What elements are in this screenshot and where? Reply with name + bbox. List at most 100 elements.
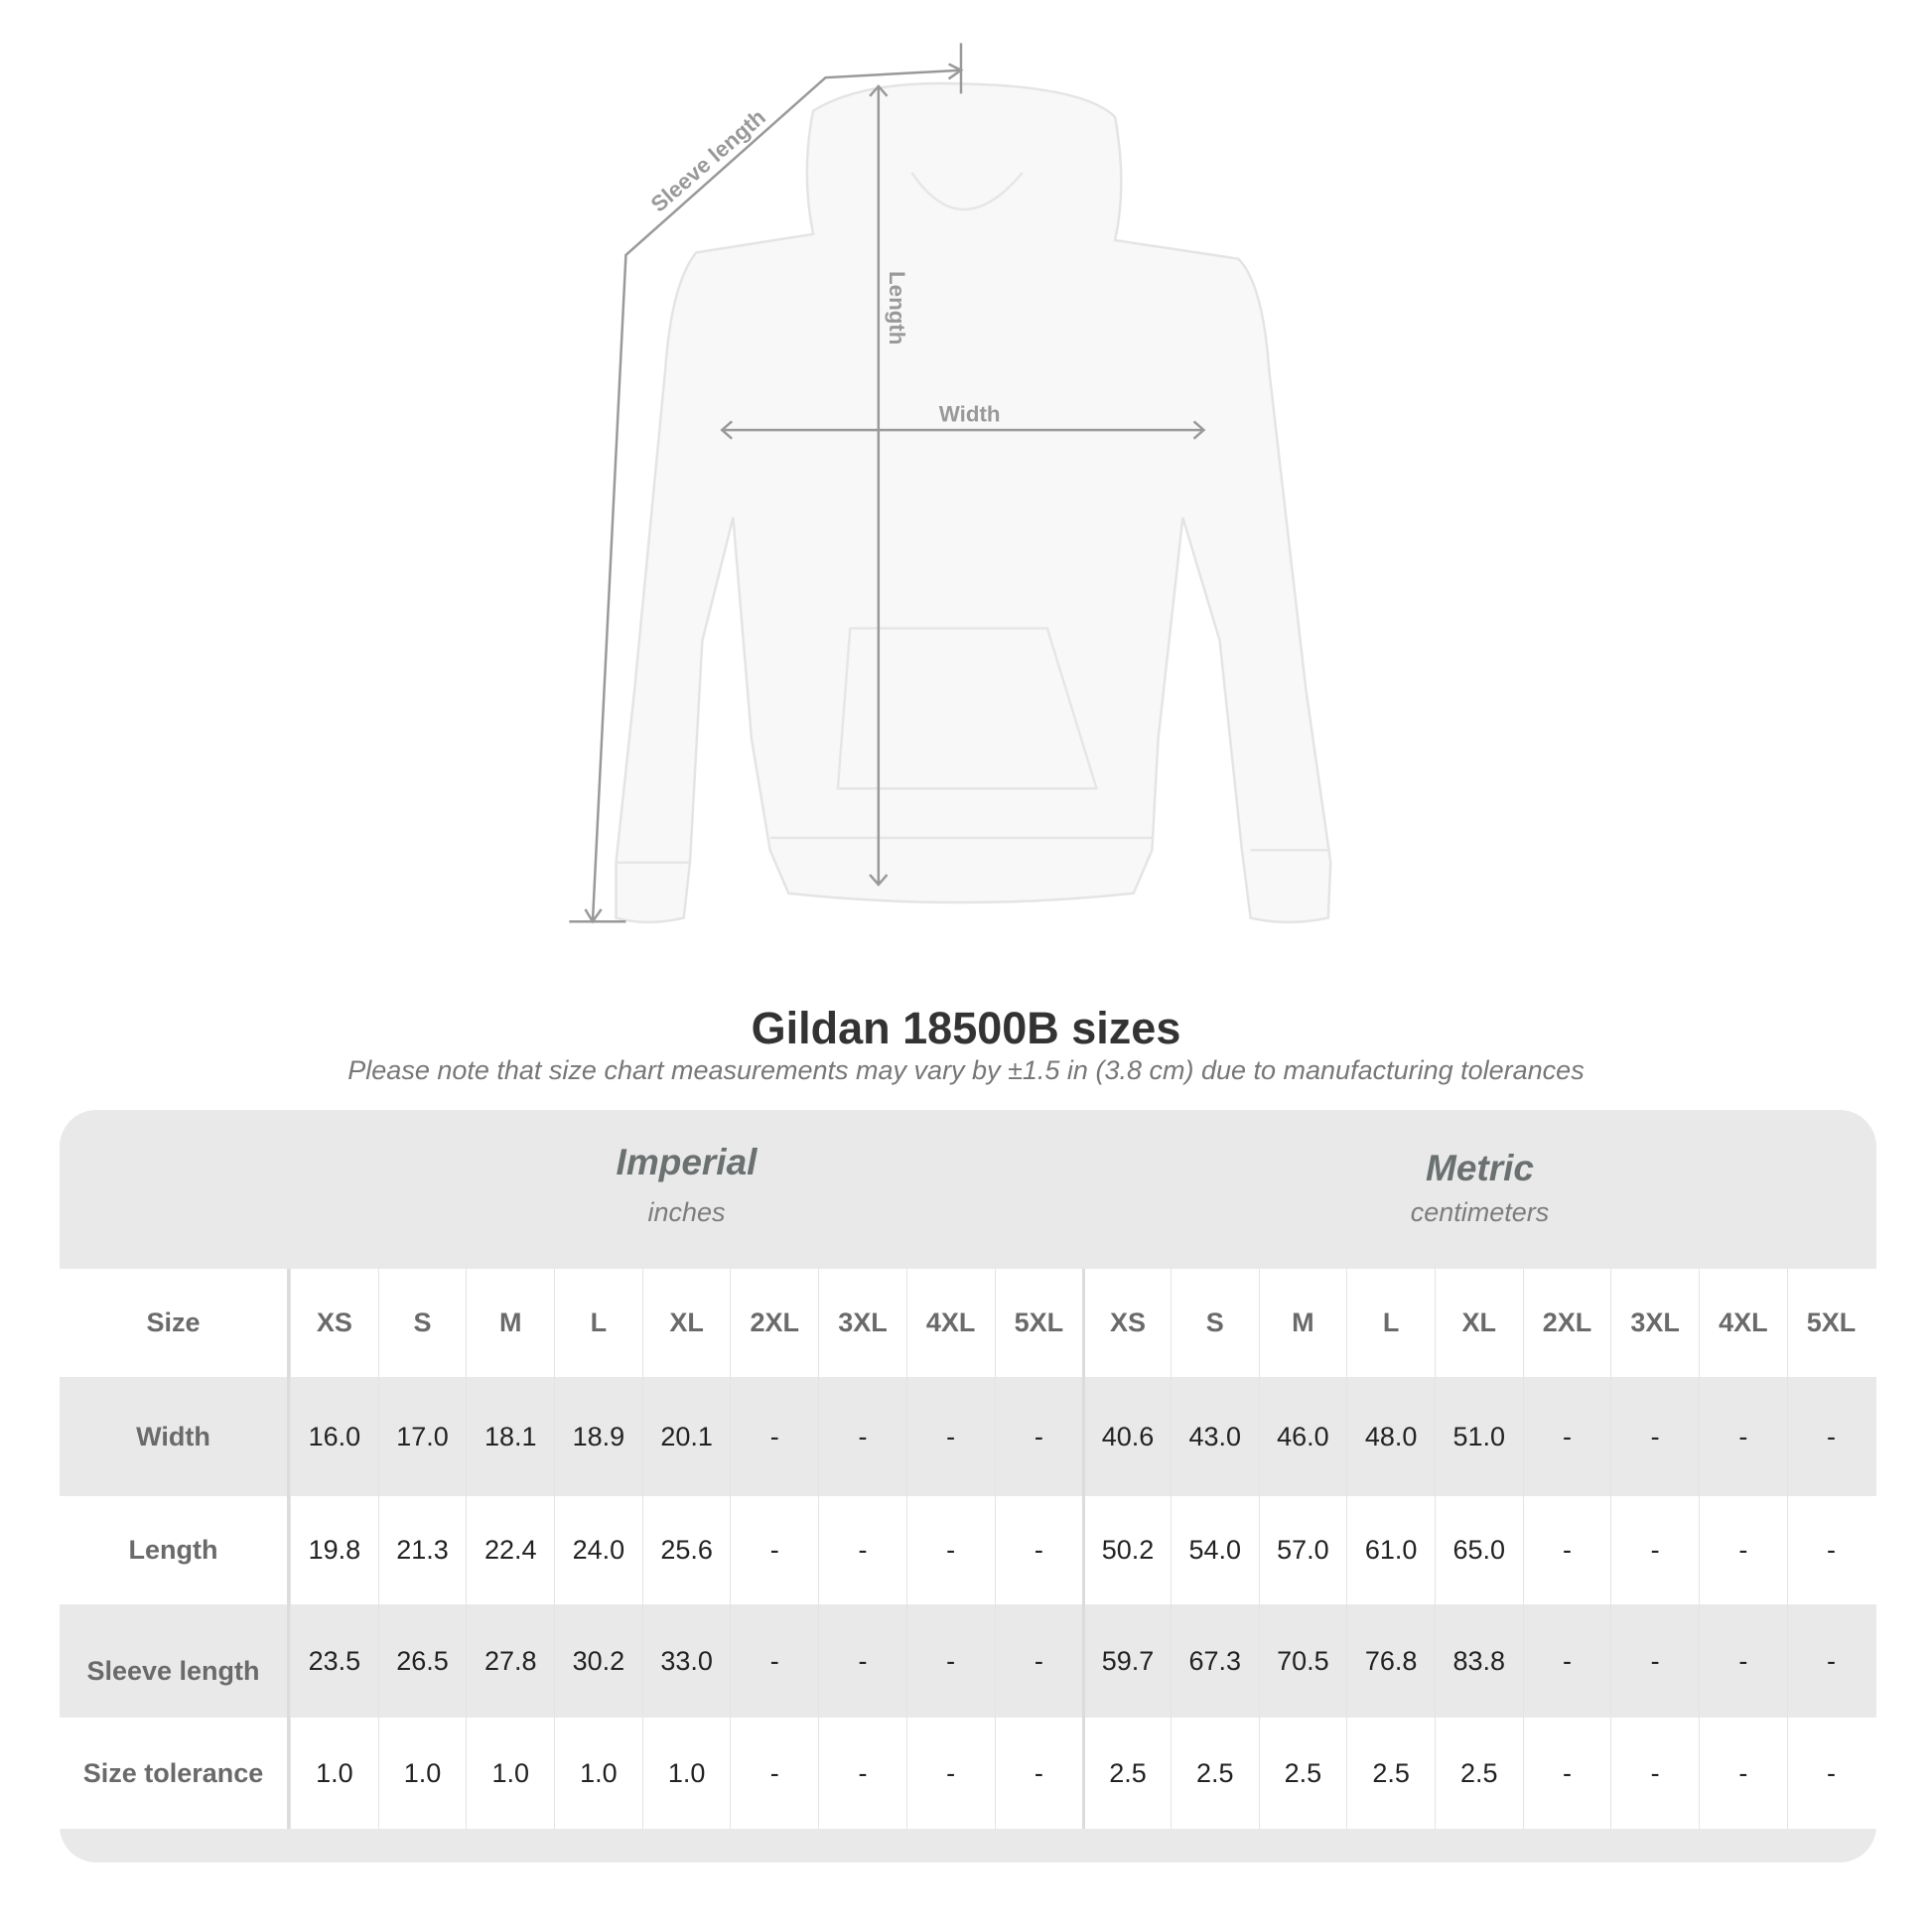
metric-value-cell: -: [1786, 1496, 1875, 1604]
imperial-value-cell: 16.0: [290, 1377, 378, 1496]
imperial-value-cell: -: [818, 1377, 906, 1496]
metric-value-cell: -: [1610, 1718, 1699, 1829]
metric-value-cell: 46.0: [1258, 1377, 1347, 1496]
metric-value-cell: 61.0: [1346, 1496, 1435, 1604]
imperial-value-cell: -: [994, 1377, 1083, 1496]
measurement-lines: [569, 43, 1206, 924]
imperial-value-cell: 26.5: [377, 1604, 467, 1718]
metric-size-xs: XS: [1082, 1269, 1171, 1377]
imperial-value-cell: -: [994, 1718, 1083, 1829]
imperial-value-cell: 24.0: [554, 1496, 642, 1604]
width-label: Width: [939, 401, 1001, 426]
metric-size-m: M: [1258, 1269, 1347, 1377]
tolerance-note: Please note that size chart measurements…: [347, 1055, 1585, 1085]
size-header-row: Size XS S M L XL 2XL 3XL 4XL 5XL XS S M L XL 2XL 3XL 4XL 5…: [60, 1269, 1876, 1377]
metric-value-cell: 83.8: [1434, 1604, 1523, 1718]
metric-value-cell: -: [1786, 1604, 1875, 1718]
imperial-value-cell: 1.0: [466, 1718, 554, 1829]
imperial-size-5xl: 5XL: [994, 1269, 1083, 1377]
metric-value-cell: 2.5: [1434, 1718, 1523, 1829]
size-table: Imperial inches Metric centimeters Size X…: [60, 1110, 1876, 1863]
metric-value-cell: -: [1522, 1377, 1611, 1496]
metric-value-cell: -: [1699, 1496, 1787, 1604]
metric-value-cell: -: [1699, 1604, 1787, 1718]
imperial-size-3xl: 3XL: [818, 1269, 906, 1377]
imperial-value-cell: 1.0: [377, 1718, 467, 1829]
metric-value-cell: 54.0: [1170, 1496, 1259, 1604]
imperial-size-s: S: [377, 1269, 467, 1377]
hoodie-diagram: Sleeve length Length Width: [569, 43, 1332, 924]
imperial-value-cell: -: [730, 1496, 818, 1604]
metric-value-cell: -: [1610, 1604, 1699, 1718]
imperial-value-cell: -: [818, 1496, 906, 1604]
imperial-title: Imperial: [616, 1142, 758, 1182]
imperial-value-cell: 22.4: [466, 1496, 554, 1604]
length-label: Length: [885, 271, 909, 345]
metric-size-xl: XL: [1434, 1269, 1523, 1377]
metric-value-cell: 65.0: [1434, 1496, 1523, 1604]
row-label: Width: [60, 1377, 290, 1496]
row-label: Length: [60, 1496, 290, 1604]
metric-value-cell: 50.2: [1082, 1496, 1171, 1604]
metric-value-cell: -: [1699, 1718, 1787, 1829]
metric-value-cell: 57.0: [1258, 1496, 1347, 1604]
metric-value-cell: -: [1786, 1718, 1875, 1829]
imperial-header: Imperial inches: [290, 1142, 1083, 1228]
imperial-value-cell: 18.9: [554, 1377, 642, 1496]
table-row: Size tolerance 1.0 1.0 1.0 1.0 1.0- - - -2.5 2.5 2…: [60, 1718, 1876, 1829]
imperial-size-4xl: 4XL: [905, 1269, 995, 1377]
table-row: Sleeve length 23.5 26.5 27.8 30.2 33.0- - - -59.…: [60, 1604, 1876, 1718]
metric-value-cell: 2.5: [1170, 1718, 1259, 1829]
metric-value-cell: 2.5: [1082, 1718, 1171, 1829]
imperial-value-cell: -: [905, 1377, 995, 1496]
metric-value-cell: 76.8: [1346, 1604, 1435, 1718]
metric-size-2xl: 2XL: [1522, 1269, 1611, 1377]
metric-value-cell: 67.3: [1170, 1604, 1259, 1718]
metric-value-cell: 51.0: [1434, 1377, 1523, 1496]
metric-size-5xl: 5XL: [1786, 1269, 1875, 1377]
imperial-size-2xl: 2XL: [730, 1269, 818, 1377]
metric-value-cell: -: [1699, 1377, 1787, 1496]
metric-value-cell: -: [1522, 1718, 1611, 1829]
imperial-value-cell: 18.1: [466, 1377, 554, 1496]
imperial-value-cell: -: [818, 1604, 906, 1718]
imperial-value-cell: 30.2: [554, 1604, 642, 1718]
imperial-value-cell: -: [730, 1377, 818, 1496]
imperial-unit: inches: [647, 1197, 726, 1227]
metric-value-cell: 48.0: [1346, 1377, 1435, 1496]
imperial-value-cell: 33.0: [641, 1604, 731, 1718]
imperial-value-cell: 17.0: [377, 1377, 467, 1496]
row-label: Sleeve length: [60, 1604, 290, 1718]
metric-value-cell: -: [1522, 1604, 1611, 1718]
metric-unit: centimeters: [1410, 1197, 1550, 1227]
imperial-value-cell: -: [818, 1718, 906, 1829]
metric-value-cell: -: [1786, 1377, 1875, 1496]
table-row: Length 19.8 21.3 22.4 24.0 25.6- - - -50.2 54.0 57…: [60, 1496, 1876, 1604]
metric-size-s: S: [1170, 1269, 1259, 1377]
row-label: Size tolerance: [60, 1718, 290, 1829]
imperial-value-cell: 1.0: [290, 1718, 378, 1829]
metric-value-cell: 70.5: [1258, 1604, 1347, 1718]
metric-value-cell: 59.7: [1082, 1604, 1171, 1718]
imperial-value-cell: 21.3: [377, 1496, 467, 1604]
imperial-value-cell: 19.8: [290, 1496, 378, 1604]
metric-value-cell: 2.5: [1346, 1718, 1435, 1829]
imperial-value-cell: 27.8: [466, 1604, 554, 1718]
imperial-value-cell: -: [905, 1604, 995, 1718]
hoodie-image: [615, 81, 1332, 924]
imperial-value-cell: -: [994, 1496, 1083, 1604]
size-column-label: Size: [60, 1269, 290, 1377]
metric-size-l: L: [1346, 1269, 1435, 1377]
sleeve-length-label: Sleeve length: [646, 104, 770, 216]
imperial-value-cell: 1.0: [554, 1718, 642, 1829]
imperial-value-cell: -: [730, 1604, 818, 1718]
imperial-value-cell: -: [730, 1718, 818, 1829]
metric-value-cell: -: [1522, 1496, 1611, 1604]
imperial-value-cell: 23.5: [290, 1604, 378, 1718]
imperial-size-m: M: [466, 1269, 554, 1377]
imperial-size-l: L: [554, 1269, 642, 1377]
imperial-value-cell: -: [905, 1718, 995, 1829]
metric-value-cell: -: [1610, 1496, 1699, 1604]
imperial-value-cell: 1.0: [641, 1718, 731, 1829]
metric-title: Metric: [1426, 1148, 1534, 1188]
